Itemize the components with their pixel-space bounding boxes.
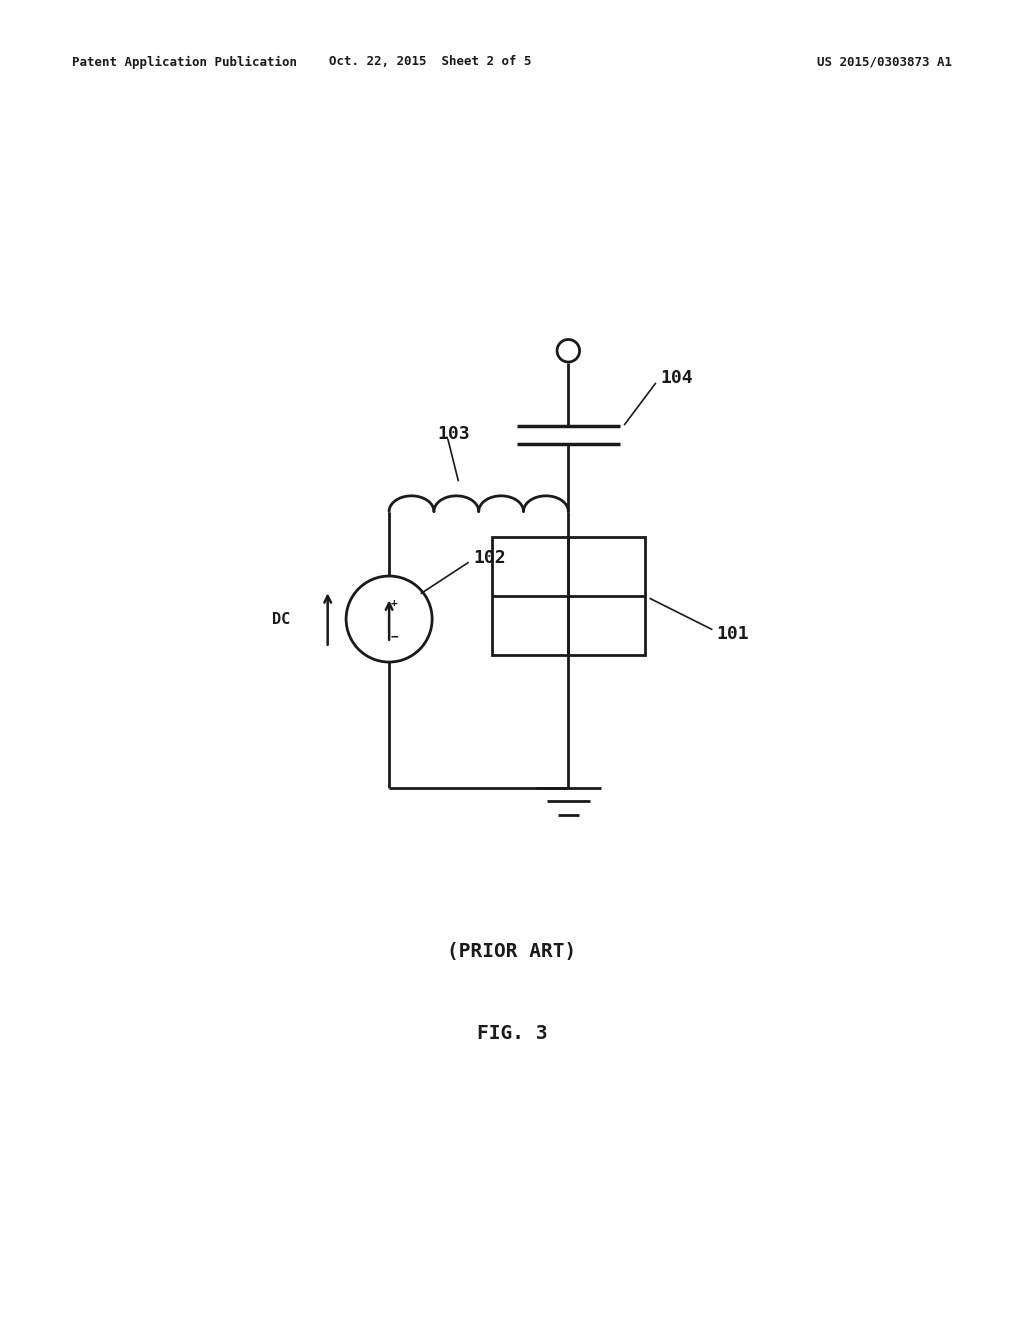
Text: Oct. 22, 2015  Sheet 2 of 5: Oct. 22, 2015 Sheet 2 of 5	[329, 55, 531, 69]
Text: FIG. 3: FIG. 3	[477, 1024, 547, 1043]
Text: 104: 104	[660, 370, 693, 387]
Text: US 2015/0303873 A1: US 2015/0303873 A1	[817, 55, 952, 69]
Text: (PRIOR ART): (PRIOR ART)	[447, 942, 577, 961]
Text: −: −	[390, 631, 398, 644]
Text: 102: 102	[473, 549, 506, 566]
Text: Patent Application Publication: Patent Application Publication	[72, 55, 297, 69]
Text: DC: DC	[271, 611, 290, 627]
Text: +: +	[391, 598, 397, 607]
Bar	[492, 537, 645, 655]
Text: 103: 103	[438, 425, 470, 444]
Text: 101: 101	[717, 626, 750, 643]
